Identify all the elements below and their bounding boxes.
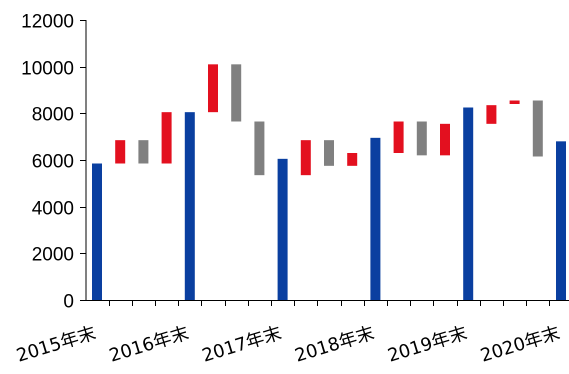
x-tick-label: 2020年末 — [478, 323, 562, 367]
y-axis: 0 2000 4000 6000 8000 10000 12000 — [21, 12, 87, 313]
y-tick-label: 6000 — [32, 152, 74, 173]
x-tick-label: 2017年末 — [200, 323, 284, 367]
bar-increase — [440, 123, 450, 156]
bar-increase — [347, 153, 358, 166]
x-tick-label: 2015年末 — [14, 323, 98, 367]
bar-increase — [115, 140, 126, 164]
x-tick-labels: 2015年末 2016年末 2017年末 2018年末 2019年末 2020年末 — [14, 323, 562, 367]
y-tick-label: 2000 — [32, 245, 74, 266]
bar-total — [556, 141, 566, 300]
bar-decrease — [231, 64, 242, 122]
x-tick-label: 2018年末 — [292, 323, 376, 367]
y-tick-label: 4000 — [32, 199, 74, 220]
bar-increase — [161, 112, 172, 164]
bar-increase — [509, 100, 520, 104]
bar-total — [370, 137, 381, 300]
bar-total — [463, 107, 474, 300]
bar-total — [277, 158, 288, 300]
bar-decrease — [416, 121, 427, 156]
bar-increase — [300, 140, 311, 176]
x-tick-label: 2019年末 — [385, 323, 469, 367]
bar-decrease — [324, 140, 334, 166]
y-tick-label: 12000 — [21, 12, 74, 33]
bar-decrease — [138, 140, 149, 164]
x-axis — [86, 300, 569, 306]
x-tick-label: 2016年末 — [107, 323, 191, 367]
y-tick-label: 0 — [63, 292, 74, 313]
bar-increase — [208, 64, 218, 113]
bar-increase — [393, 121, 404, 153]
bar-total — [92, 163, 102, 300]
bar-decrease — [532, 100, 543, 157]
bar-decrease — [254, 121, 265, 176]
y-tick-label: 8000 — [32, 105, 74, 126]
bar-increase — [486, 105, 497, 124]
bar-total — [184, 112, 195, 301]
y-tick-label: 10000 — [21, 59, 74, 80]
bars — [92, 64, 566, 301]
